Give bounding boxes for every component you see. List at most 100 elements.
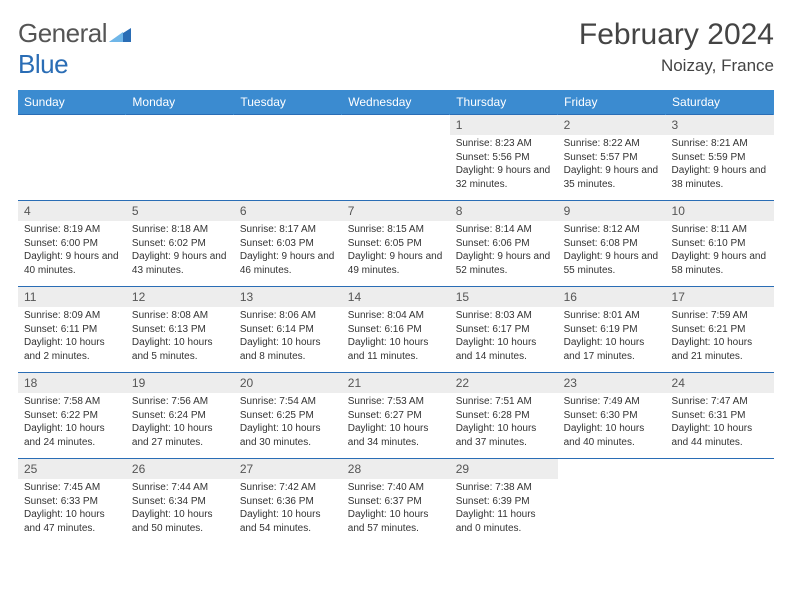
day-body: Sunrise: 7:45 AMSunset: 6:33 PMDaylight:… [18, 479, 126, 539]
daylight-line: Daylight: 10 hours and 2 minutes. [24, 336, 120, 363]
day-number: 6 [234, 201, 342, 221]
day-number: 14 [342, 287, 450, 307]
sunrise-line: Sunrise: 8:08 AM [132, 309, 228, 323]
calendar-row: 25Sunrise: 7:45 AMSunset: 6:33 PMDayligh… [18, 459, 774, 545]
sunset-line: Sunset: 6:34 PM [132, 495, 228, 509]
calendar-cell: 24Sunrise: 7:47 AMSunset: 6:31 PMDayligh… [666, 373, 774, 459]
sunrise-line: Sunrise: 8:19 AM [24, 223, 120, 237]
sunset-line: Sunset: 6:39 PM [456, 495, 552, 509]
sunset-line: Sunset: 6:08 PM [564, 237, 660, 251]
calendar-cell: 16Sunrise: 8:01 AMSunset: 6:19 PMDayligh… [558, 287, 666, 373]
calendar-cell: 22Sunrise: 7:51 AMSunset: 6:28 PMDayligh… [450, 373, 558, 459]
day-body: Sunrise: 8:01 AMSunset: 6:19 PMDaylight:… [558, 307, 666, 367]
sunset-line: Sunset: 6:36 PM [240, 495, 336, 509]
day-body: Sunrise: 8:14 AMSunset: 6:06 PMDaylight:… [450, 221, 558, 281]
daylight-line: Daylight: 9 hours and 35 minutes. [564, 164, 660, 191]
calendar-cell: 4Sunrise: 8:19 AMSunset: 6:00 PMDaylight… [18, 201, 126, 287]
daylight-line: Daylight: 10 hours and 11 minutes. [348, 336, 444, 363]
calendar-cell: 1Sunrise: 8:23 AMSunset: 5:56 PMDaylight… [450, 115, 558, 201]
header: General Blue February 2024 Noizay, Franc… [18, 18, 774, 80]
sunset-line: Sunset: 6:19 PM [564, 323, 660, 337]
day-number: 5 [126, 201, 234, 221]
daylight-line: Daylight: 10 hours and 44 minutes. [672, 422, 768, 449]
daylight-line: Daylight: 10 hours and 17 minutes. [564, 336, 660, 363]
day-body: Sunrise: 7:44 AMSunset: 6:34 PMDaylight:… [126, 479, 234, 539]
day-number: 10 [666, 201, 774, 221]
sunrise-line: Sunrise: 7:38 AM [456, 481, 552, 495]
sunrise-line: Sunrise: 8:17 AM [240, 223, 336, 237]
calendar-cell: 2Sunrise: 8:22 AMSunset: 5:57 PMDaylight… [558, 115, 666, 201]
sunrise-line: Sunrise: 8:18 AM [132, 223, 228, 237]
calendar-table: SundayMondayTuesdayWednesdayThursdayFrid… [18, 90, 774, 545]
logo-part1: General [18, 18, 107, 48]
daylight-line: Daylight: 9 hours and 52 minutes. [456, 250, 552, 277]
day-body: Sunrise: 8:12 AMSunset: 6:08 PMDaylight:… [558, 221, 666, 281]
sunset-line: Sunset: 6:30 PM [564, 409, 660, 423]
weekday-header: Thursday [450, 90, 558, 115]
logo-part2: Blue [18, 49, 68, 79]
weekday-header: Friday [558, 90, 666, 115]
daylight-line: Daylight: 10 hours and 5 minutes. [132, 336, 228, 363]
calendar-cell: 11Sunrise: 8:09 AMSunset: 6:11 PMDayligh… [18, 287, 126, 373]
sunrise-line: Sunrise: 7:56 AM [132, 395, 228, 409]
day-body: Sunrise: 8:21 AMSunset: 5:59 PMDaylight:… [666, 135, 774, 195]
day-number: 11 [18, 287, 126, 307]
day-number: 18 [18, 373, 126, 393]
calendar-cell [18, 115, 126, 201]
calendar-row: 4Sunrise: 8:19 AMSunset: 6:00 PMDaylight… [18, 201, 774, 287]
calendar-cell [666, 459, 774, 545]
daylight-line: Daylight: 10 hours and 8 minutes. [240, 336, 336, 363]
day-body: Sunrise: 7:38 AMSunset: 6:39 PMDaylight:… [450, 479, 558, 539]
day-number: 7 [342, 201, 450, 221]
calendar-cell: 10Sunrise: 8:11 AMSunset: 6:10 PMDayligh… [666, 201, 774, 287]
month-title: February 2024 [579, 18, 774, 52]
daylight-line: Daylight: 9 hours and 43 minutes. [132, 250, 228, 277]
day-body: Sunrise: 8:17 AMSunset: 6:03 PMDaylight:… [234, 221, 342, 281]
day-number: 22 [450, 373, 558, 393]
calendar-cell: 26Sunrise: 7:44 AMSunset: 6:34 PMDayligh… [126, 459, 234, 545]
sunrise-line: Sunrise: 8:14 AM [456, 223, 552, 237]
sunrise-line: Sunrise: 8:22 AM [564, 137, 660, 151]
calendar-cell [558, 459, 666, 545]
sunrise-line: Sunrise: 7:51 AM [456, 395, 552, 409]
day-body: Sunrise: 7:49 AMSunset: 6:30 PMDaylight:… [558, 393, 666, 453]
calendar-cell: 8Sunrise: 8:14 AMSunset: 6:06 PMDaylight… [450, 201, 558, 287]
logo: General Blue [18, 18, 131, 80]
calendar-cell: 14Sunrise: 8:04 AMSunset: 6:16 PMDayligh… [342, 287, 450, 373]
day-body: Sunrise: 7:54 AMSunset: 6:25 PMDaylight:… [234, 393, 342, 453]
calendar-cell: 23Sunrise: 7:49 AMSunset: 6:30 PMDayligh… [558, 373, 666, 459]
day-body: Sunrise: 8:19 AMSunset: 6:00 PMDaylight:… [18, 221, 126, 281]
calendar-head: SundayMondayTuesdayWednesdayThursdayFrid… [18, 90, 774, 115]
sunrise-line: Sunrise: 8:21 AM [672, 137, 768, 151]
calendar-row: 1Sunrise: 8:23 AMSunset: 5:56 PMDaylight… [18, 115, 774, 201]
sunrise-line: Sunrise: 7:47 AM [672, 395, 768, 409]
day-body: Sunrise: 8:15 AMSunset: 6:05 PMDaylight:… [342, 221, 450, 281]
day-body: Sunrise: 8:23 AMSunset: 5:56 PMDaylight:… [450, 135, 558, 195]
day-number: 24 [666, 373, 774, 393]
day-number: 13 [234, 287, 342, 307]
day-body: Sunrise: 7:59 AMSunset: 6:21 PMDaylight:… [666, 307, 774, 367]
day-body: Sunrise: 7:51 AMSunset: 6:28 PMDaylight:… [450, 393, 558, 453]
daylight-line: Daylight: 9 hours and 49 minutes. [348, 250, 444, 277]
day-body: Sunrise: 7:40 AMSunset: 6:37 PMDaylight:… [342, 479, 450, 539]
weekday-header: Tuesday [234, 90, 342, 115]
sunset-line: Sunset: 6:27 PM [348, 409, 444, 423]
calendar-cell: 19Sunrise: 7:56 AMSunset: 6:24 PMDayligh… [126, 373, 234, 459]
sunrise-line: Sunrise: 8:03 AM [456, 309, 552, 323]
sunrise-line: Sunrise: 8:11 AM [672, 223, 768, 237]
sunrise-line: Sunrise: 8:23 AM [456, 137, 552, 151]
sunset-line: Sunset: 6:00 PM [24, 237, 120, 251]
title-block: February 2024 Noizay, France [579, 18, 774, 76]
daylight-line: Daylight: 10 hours and 30 minutes. [240, 422, 336, 449]
day-body: Sunrise: 8:09 AMSunset: 6:11 PMDaylight:… [18, 307, 126, 367]
daylight-line: Daylight: 10 hours and 50 minutes. [132, 508, 228, 535]
day-body: Sunrise: 8:08 AMSunset: 6:13 PMDaylight:… [126, 307, 234, 367]
day-body: Sunrise: 8:03 AMSunset: 6:17 PMDaylight:… [450, 307, 558, 367]
logo-text: General Blue [18, 18, 131, 80]
sunset-line: Sunset: 6:25 PM [240, 409, 336, 423]
day-number: 8 [450, 201, 558, 221]
daylight-line: Daylight: 10 hours and 57 minutes. [348, 508, 444, 535]
calendar-cell: 17Sunrise: 7:59 AMSunset: 6:21 PMDayligh… [666, 287, 774, 373]
sunset-line: Sunset: 6:05 PM [348, 237, 444, 251]
sunrise-line: Sunrise: 8:04 AM [348, 309, 444, 323]
